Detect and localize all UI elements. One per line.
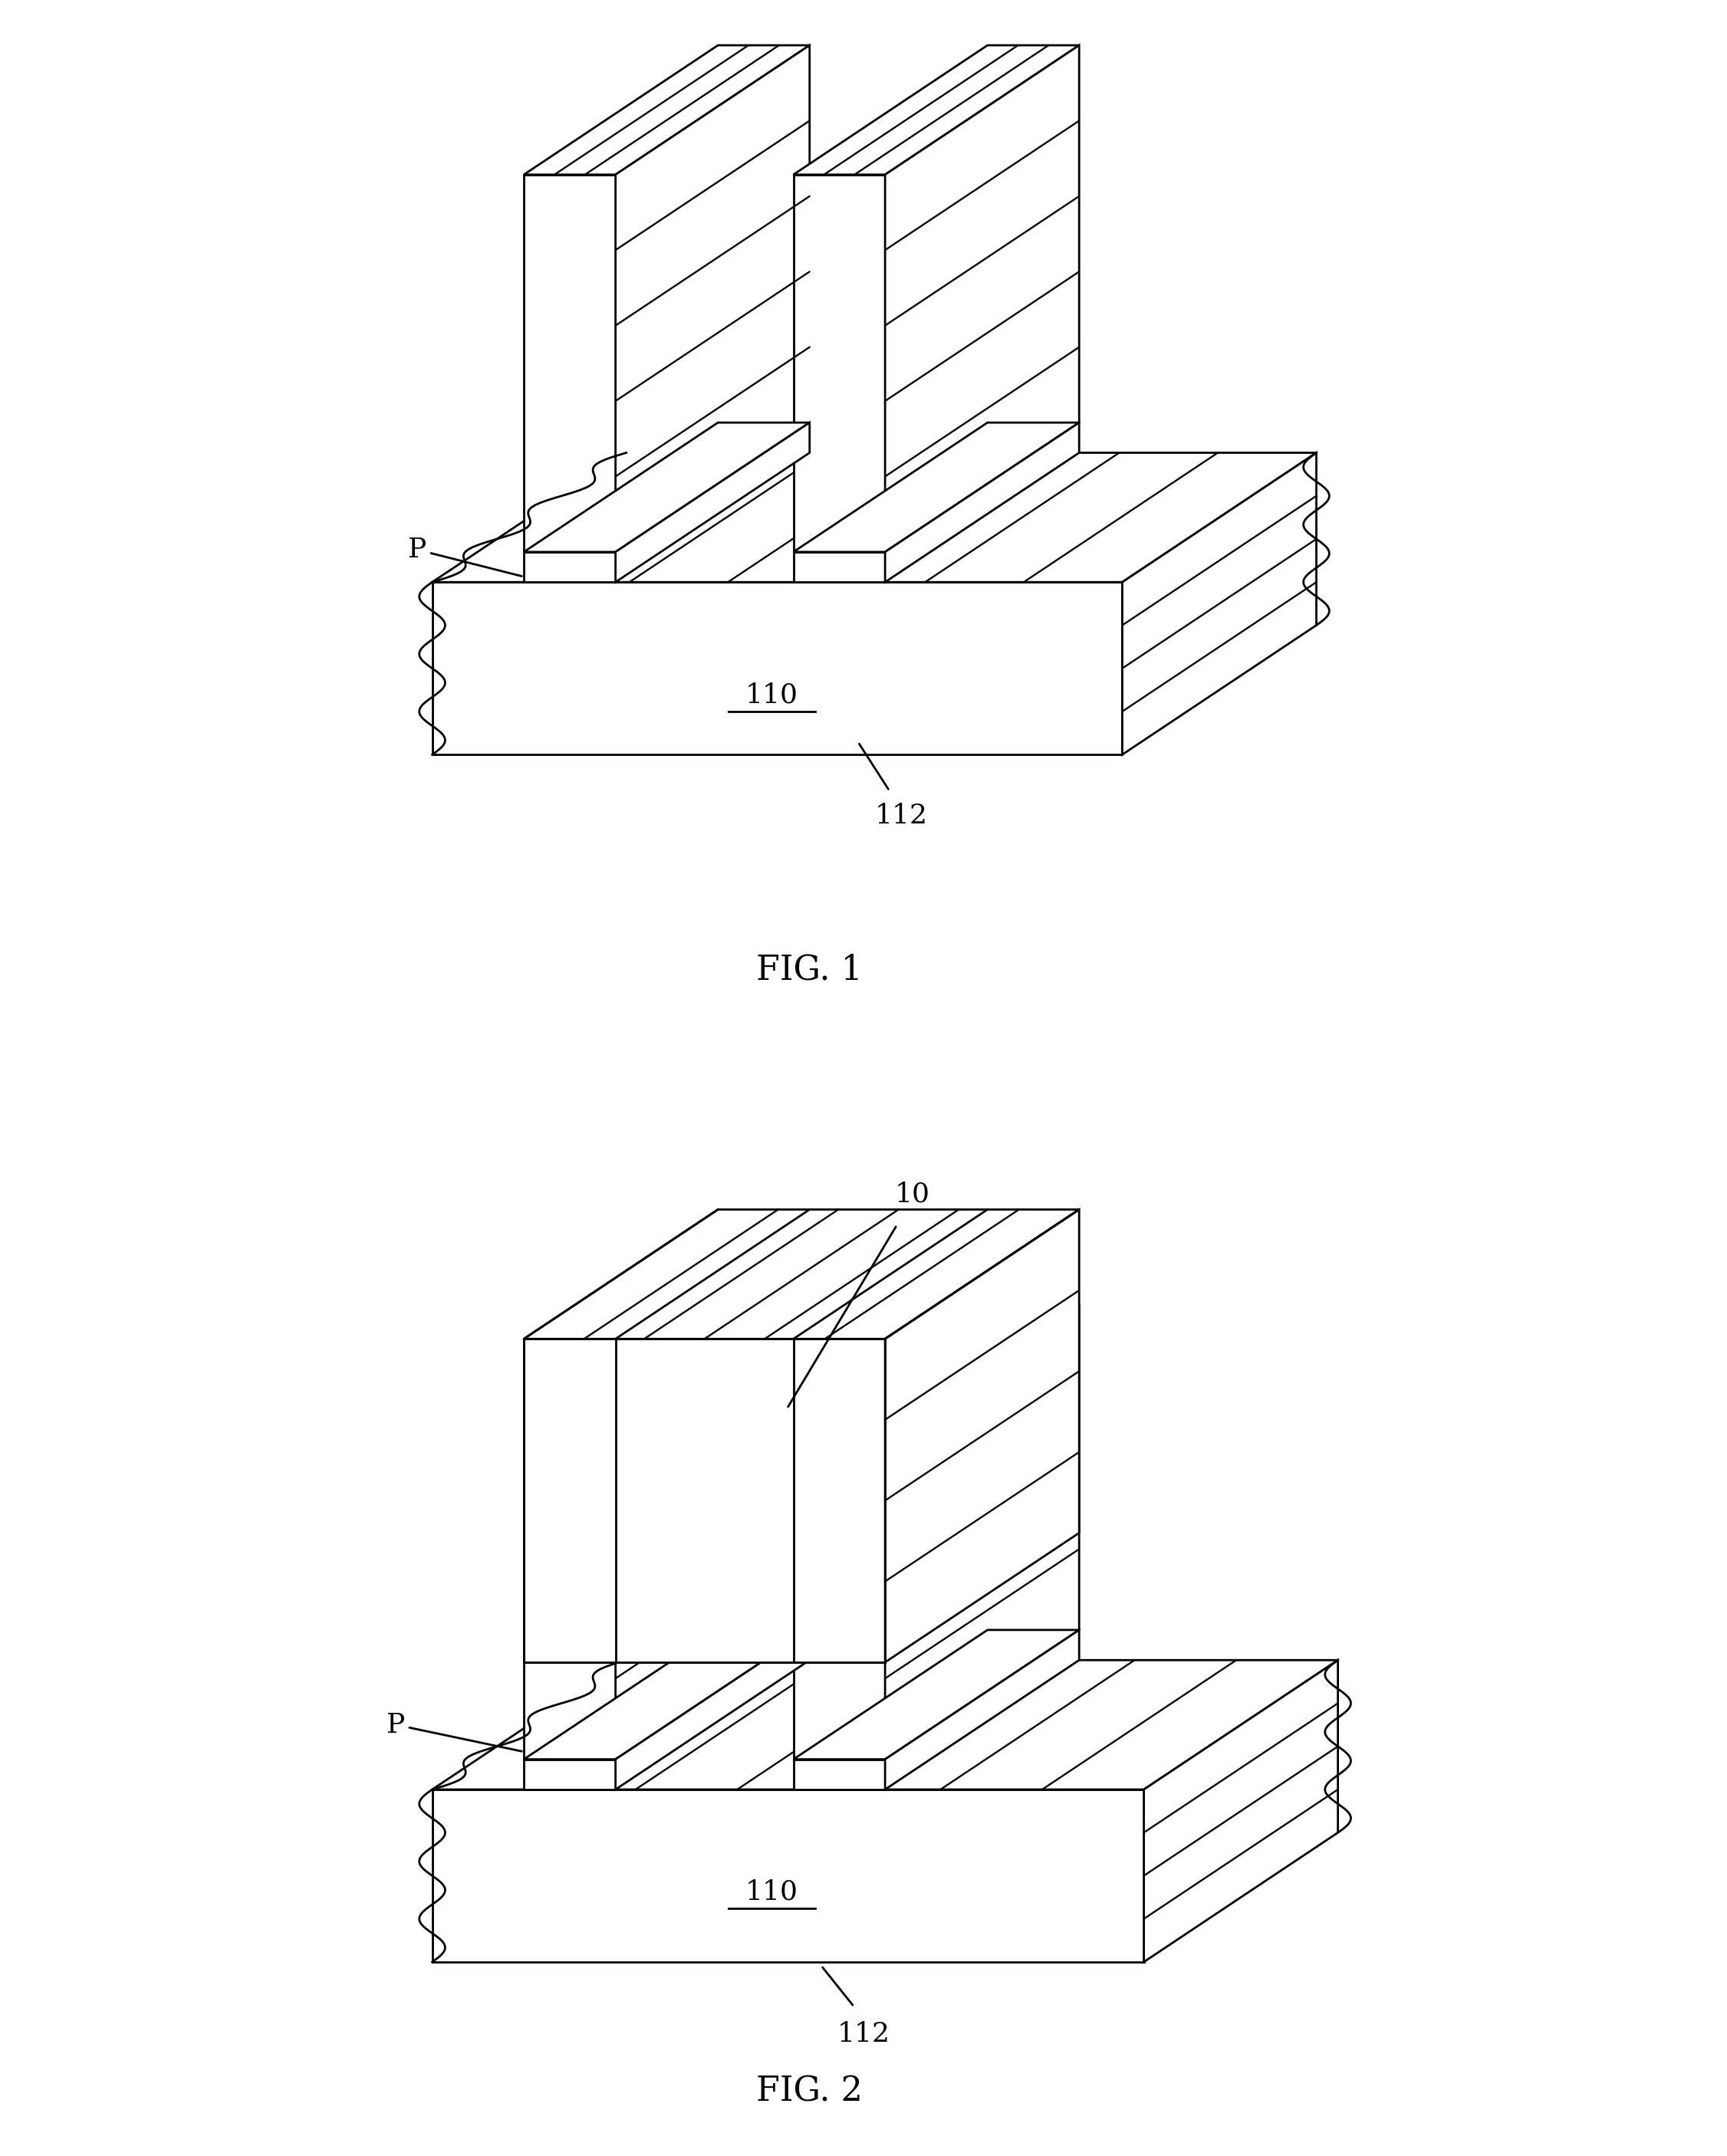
Polygon shape — [1143, 1660, 1338, 1962]
Polygon shape — [793, 45, 1079, 175]
Text: 112: 112 — [838, 2022, 889, 2048]
Polygon shape — [793, 552, 884, 582]
Polygon shape — [793, 423, 1079, 552]
Text: 110: 110 — [746, 681, 798, 709]
Polygon shape — [884, 423, 1079, 582]
Polygon shape — [615, 45, 810, 552]
Text: 110: 110 — [746, 1878, 798, 1906]
Polygon shape — [615, 1630, 810, 1789]
Text: P: P — [408, 537, 522, 576]
Polygon shape — [793, 1436, 884, 1759]
Polygon shape — [523, 1339, 884, 1662]
Text: 112: 112 — [876, 802, 927, 830]
Polygon shape — [432, 1789, 1143, 1962]
Polygon shape — [432, 453, 1316, 582]
Polygon shape — [615, 1307, 810, 1759]
Polygon shape — [523, 1436, 615, 1759]
Polygon shape — [523, 175, 615, 552]
Polygon shape — [523, 1307, 810, 1436]
Polygon shape — [523, 1759, 615, 1789]
Polygon shape — [432, 582, 1123, 755]
Polygon shape — [523, 45, 810, 175]
Polygon shape — [793, 1759, 884, 1789]
Polygon shape — [523, 552, 615, 582]
Polygon shape — [884, 45, 1079, 552]
Polygon shape — [432, 1660, 1338, 1789]
Polygon shape — [793, 1630, 1079, 1759]
Polygon shape — [523, 423, 810, 552]
Polygon shape — [615, 423, 810, 582]
Polygon shape — [523, 1339, 884, 1662]
Polygon shape — [884, 1210, 1079, 1662]
Polygon shape — [1123, 453, 1316, 755]
Text: 10: 10 — [895, 1181, 929, 1207]
Text: FIG. 1: FIG. 1 — [756, 953, 864, 987]
Polygon shape — [523, 1630, 810, 1759]
Polygon shape — [884, 1307, 1079, 1759]
Polygon shape — [523, 1210, 1079, 1339]
Text: FIG. 2: FIG. 2 — [756, 2074, 864, 2109]
Polygon shape — [884, 1630, 1079, 1789]
Text: P: P — [387, 1712, 522, 1751]
Polygon shape — [793, 175, 884, 552]
Polygon shape — [793, 1307, 1079, 1436]
